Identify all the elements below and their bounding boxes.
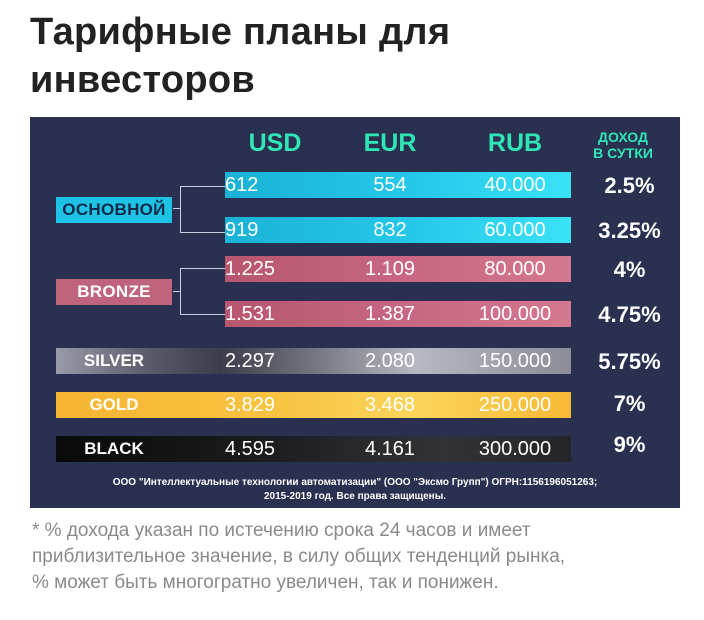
rub-value: 60.000: [484, 219, 546, 241]
plan-label-osnovnoy: ОСНОВНОЙ: [56, 197, 172, 223]
rub-value: 100.000: [478, 303, 552, 325]
plan-label-gold: GOLD: [89, 395, 139, 414]
rub-value: 300.000: [478, 438, 552, 460]
usd-value: 612: [225, 174, 259, 196]
eur-value: 2.080: [364, 350, 416, 372]
eur-value: 1.387: [364, 303, 416, 325]
copyright-line-2: 2015-2019 год. Все права защищены.: [263, 491, 447, 502]
copyright-text: ООО "Интеллектуальные технологии автомат…: [70, 476, 640, 504]
eur-value: 554: [373, 174, 407, 196]
yield-value: 9%: [613, 432, 646, 457]
usd-value: 3.829: [225, 394, 276, 416]
copyright-line-1: ООО "Интеллектуальные технологии автомат…: [112, 477, 598, 488]
table-row: 919 832 60.000: [225, 217, 571, 243]
eur-value: 832: [373, 219, 407, 241]
table-row: SILVER 2.297 2.080 150.000: [56, 348, 571, 374]
header-usd: USD: [248, 129, 302, 157]
footnote: * % дохода указан по истечению срока 24 …: [32, 518, 682, 596]
bronze-bracket-tick: [173, 291, 181, 292]
rub-value: 80.000: [484, 258, 546, 280]
rub-value: 250.000: [478, 394, 552, 416]
plan-label-silver: SILVER: [83, 351, 145, 370]
eur-value: 1.109: [364, 258, 416, 280]
eur-value: 4.161: [364, 438, 416, 460]
header-yield-line-2: В СУТКИ: [593, 145, 653, 161]
yield-value: 4%: [613, 257, 646, 282]
footnote-line-1: * % дохода указан по истечению срока 24 …: [32, 520, 531, 541]
plan-label-bronze: BRONZE: [56, 279, 172, 305]
bronze-bracket: [180, 268, 226, 315]
yield-value: 7%: [613, 391, 646, 416]
yield-value: 3.25%: [598, 218, 661, 243]
rub-value: 150.000: [478, 350, 552, 372]
usd-value: 4.595: [225, 438, 276, 460]
page-title: Тарифные планы для инвесторов: [30, 8, 680, 104]
title-line-2: инвесторов: [30, 59, 256, 101]
table-row: GOLD 3.829 3.468 250.000: [56, 392, 571, 418]
usd-value: 1.531: [225, 303, 276, 325]
eur-value: 3.468: [364, 394, 416, 416]
yield-value: 5.75%: [598, 349, 661, 374]
usd-value: 919: [225, 219, 259, 241]
tariff-table-panel: USD EUR RUB ДОХОД В СУТКИ ОСНОВНОЙ BRONZ…: [30, 117, 680, 508]
usd-value: 2.297: [225, 350, 276, 372]
usd-value: 1.225: [225, 258, 276, 280]
osnovnoy-bracket: [180, 186, 226, 233]
header-yield-line-1: ДОХОД: [598, 129, 648, 145]
yield-value: 4.75%: [598, 302, 661, 327]
plan-label-black: BLACK: [84, 439, 144, 458]
footnote-line-2: приблизительное значение, в силу общих т…: [32, 546, 566, 567]
yield-value: 2.5%: [604, 173, 655, 198]
table-row: 612 554 40.000: [225, 172, 571, 198]
table-row: 1.531 1.387 100.000: [225, 301, 571, 327]
header-eur: EUR: [363, 129, 417, 157]
footnote-line-3: % может быть многогратно увеличен, так и…: [32, 572, 499, 593]
osnovnoy-bracket-tick: [173, 208, 181, 209]
table-row: BLACK 4.595 4.161 300.000: [56, 436, 571, 462]
header-yield: ДОХОД В СУТКИ: [588, 129, 658, 161]
title-line-1: Тарифные планы для: [30, 11, 451, 53]
rub-value: 40.000: [484, 174, 546, 196]
table-row: 1.225 1.109 80.000: [225, 256, 571, 282]
header-rub: RUB: [487, 129, 543, 157]
